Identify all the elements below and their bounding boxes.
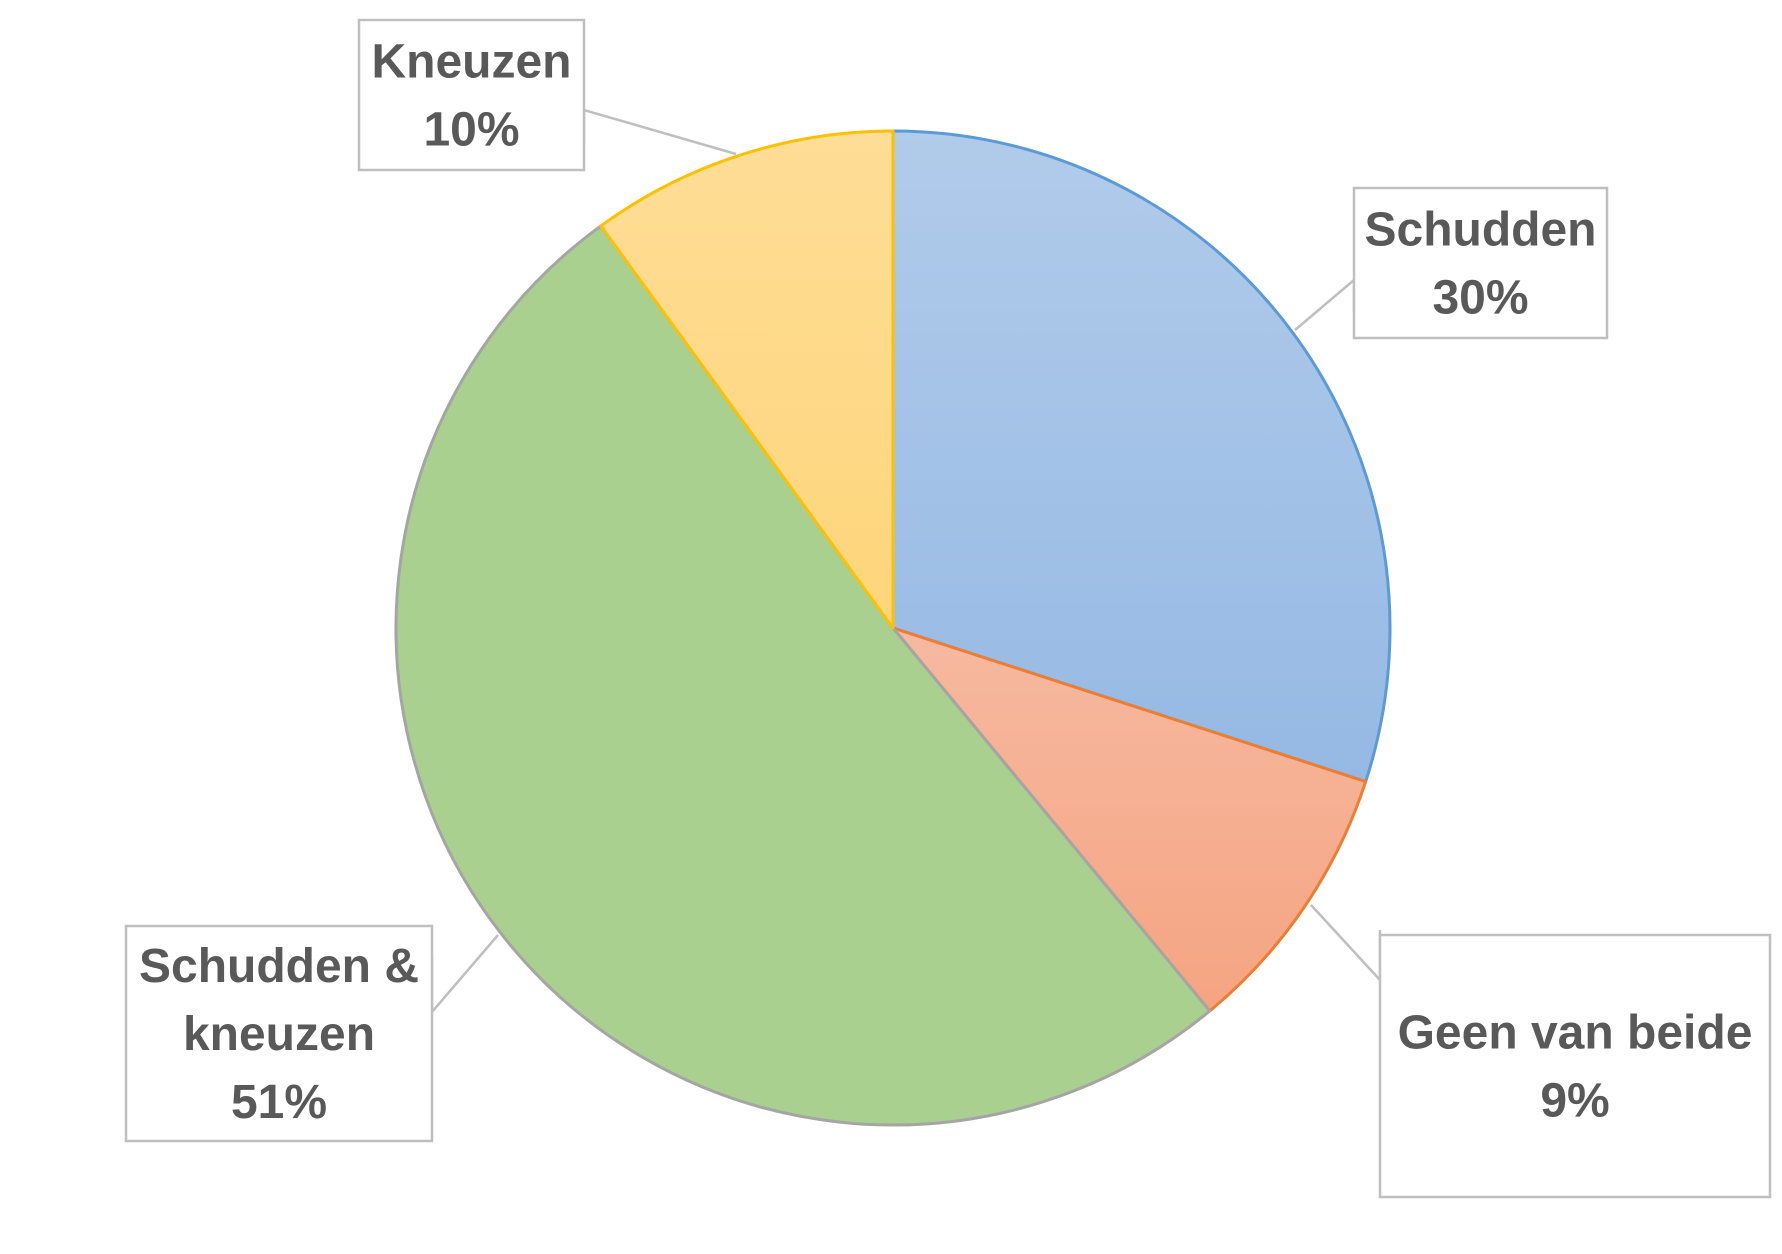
data-label-2: Schudden & kneuzen 51% bbox=[124, 924, 434, 1143]
pie-slice-schudden-kneuzen bbox=[394, 224, 1212, 1127]
data-label-box bbox=[1378, 933, 1772, 1199]
leader-line bbox=[430, 934, 499, 1016]
data-label-category: Schudden bbox=[1364, 203, 1596, 256]
data-label-box bbox=[357, 18, 586, 172]
leader-line bbox=[1310, 904, 1382, 984]
leader-line bbox=[582, 108, 737, 156]
data-label-box bbox=[124, 924, 434, 1143]
data-label-value: 9% bbox=[1540, 1074, 1609, 1127]
data-label-category: Geen van beide bbox=[1398, 1006, 1753, 1059]
pie-slice-kneuzen bbox=[599, 129, 895, 630]
data-labels: Schudden 30% Geen van beide 9% Schudden & kne… bbox=[124, 18, 1772, 1199]
data-label-3: Kneuzen 10% bbox=[357, 18, 586, 172]
data-label-value: 10% bbox=[423, 103, 519, 156]
leader-line bbox=[1294, 277, 1356, 331]
data-label-value: 51% bbox=[231, 1076, 327, 1129]
data-label-category: Schudden & bbox=[139, 940, 419, 993]
data-label-0: Schudden 30% bbox=[1352, 186, 1609, 340]
data-label-category: kneuzen bbox=[183, 1008, 375, 1061]
pie-slices bbox=[394, 129, 1392, 1127]
data-label-box bbox=[1352, 186, 1609, 340]
pie-slice-geen-van-beide bbox=[891, 626, 1368, 1013]
pie-slice-schudden bbox=[891, 129, 1392, 784]
data-label-1: Geen van beide 9% bbox=[1378, 933, 1772, 1199]
data-label-value: 30% bbox=[1432, 271, 1528, 324]
data-label-category: Kneuzen bbox=[371, 35, 571, 88]
